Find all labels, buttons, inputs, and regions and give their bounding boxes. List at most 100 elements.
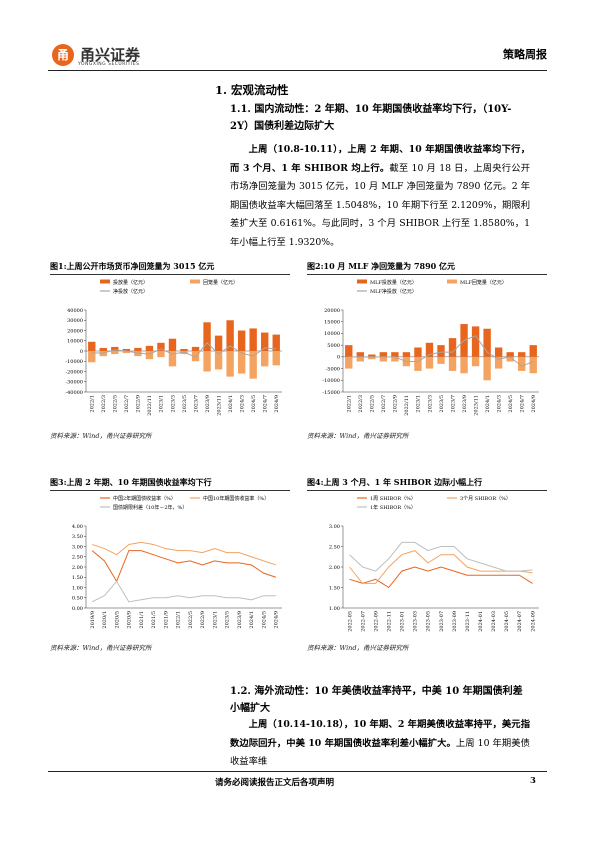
legend-label: MLF投放量（亿元）: [370, 279, 417, 286]
x-tick-label: 2023/9: [462, 395, 468, 413]
legend-label: 中国2年期国债收益率（%）: [113, 495, 176, 502]
line-series: [91, 580, 276, 603]
x-tick-label: 2024/1: [249, 611, 255, 629]
x-tick-label: 2023/5: [225, 611, 231, 629]
legend-swatch: [357, 279, 367, 284]
logo-icon: 甬: [52, 44, 74, 66]
bar: [249, 351, 257, 379]
x-tick-label: 2023/11: [216, 395, 222, 416]
bar: [214, 351, 223, 370]
figure-chart: -40000 -30000 -20000 -10000 0 10000 20000 30000…: [65, 279, 282, 416]
x-tick-label: 2022/9: [200, 611, 206, 629]
x-tick-label: 2022/9: [136, 395, 142, 413]
bar: [483, 356, 491, 381]
y-tick-label: 1.00: [329, 606, 340, 612]
figure-chart: 0.00 0.50 1.00 1.50 2.00 2.50 3.00 3.50 4.00 2019…: [72, 495, 282, 629]
x-tick-label: 2022/5: [113, 395, 119, 413]
body-text: 截至 10 月 18 日，上周央行公开市场净回笼量为 3015 亿元，10 月 …: [230, 162, 530, 248]
bar: [226, 351, 234, 377]
x-tick-label: 2024-05: [504, 611, 510, 632]
legend-label: 净投放（亿元）: [113, 288, 148, 295]
x-tick-label: 2024/3: [239, 395, 245, 413]
x-tick-label: 2019/9: [90, 611, 96, 629]
y-tick-label: 10000: [67, 339, 83, 345]
bar: [391, 356, 399, 362]
legend-label: 投放量（亿元）: [113, 279, 148, 286]
bar: [391, 352, 399, 357]
bar: [111, 346, 119, 351]
bar: [226, 320, 234, 351]
x-tick-label: 2024-03: [491, 611, 497, 632]
bar: [191, 346, 200, 351]
x-tick-label: 2023-07: [439, 611, 445, 632]
x-tick-label: 2022-07: [360, 611, 366, 632]
x-tick-label: 2022/5: [188, 611, 194, 629]
y-tick-label: 3.00: [329, 524, 340, 530]
y-tick-label: 1.00: [72, 585, 83, 591]
bar: [203, 351, 211, 372]
bar: [379, 352, 388, 357]
figure-title: 图2:10 月 MLF 净回笼量为 7890 亿元: [307, 261, 547, 275]
figure-chart: 1.00 1.50 2.00 2.50 3.00 2022-05 2022-07 2022-0…: [329, 496, 539, 632]
bar: [529, 345, 537, 357]
line-series: [91, 342, 277, 358]
y-tick-label: 5000: [327, 343, 340, 349]
y-tick-label: 20000: [324, 308, 340, 314]
page-number: 3: [530, 776, 536, 786]
x-tick-label: 2021/9: [163, 611, 169, 629]
x-tick-label: 2022/1: [347, 395, 353, 413]
x-tick-label: 2024-09: [530, 611, 536, 632]
paragraph: 上周（10.14-10.18），10 年期、2 年期美债收益率持平，美元指数边际…: [230, 716, 530, 772]
x-tick-label: 2021/5: [151, 611, 157, 629]
x-tick-label: 2022/3: [101, 395, 107, 413]
bar: [483, 328, 491, 357]
figure-source: 资料来源：Wind，甬兴证券研究所: [307, 432, 409, 440]
bar: [88, 341, 96, 351]
bar: [134, 351, 142, 357]
line-series: [349, 541, 533, 572]
x-tick-label: 2023/11: [473, 395, 479, 416]
figure-source: 资料来源：Wind，甬兴证券研究所: [50, 644, 152, 652]
lead: 上周（10.8-10.11），上周 2 年期、10 年期国债收益率均下行，而 3…: [230, 144, 530, 174]
y-tick-label: 1.50: [72, 575, 83, 581]
figure-source: 资料来源：Wind，甬兴证券研究所: [307, 644, 409, 652]
bar: [414, 356, 422, 371]
subsection-title: 1.2. 海外流动性：10 年美债收益率持平，中美 10 年期国债利差小幅扩大: [230, 686, 523, 714]
bar: [122, 348, 131, 351]
x-tick-label: 2023/7: [193, 395, 199, 413]
x-tick-label: 2023/9: [237, 611, 243, 629]
line-series: [91, 550, 277, 583]
bar: [379, 356, 388, 362]
x-tick-label: 2022/11: [404, 395, 410, 416]
bar: [134, 347, 142, 351]
bar: [345, 345, 353, 357]
bar: [529, 356, 537, 374]
x-tick-label: 2023-01: [400, 611, 406, 632]
legend-label: 中国10年期国债收益率（%）: [203, 495, 269, 502]
bar: [214, 335, 223, 351]
bar: [471, 326, 480, 357]
bar: [249, 328, 257, 351]
x-tick-label: 2023-09: [452, 611, 458, 632]
x-tick-label: 2023-11: [465, 611, 471, 632]
figure-source: 资料来源：Wind，甬兴证券研究所: [50, 432, 152, 440]
bar: [494, 347, 503, 357]
legend-swatch: [447, 279, 457, 284]
x-tick-label: 2024/3: [496, 395, 502, 413]
figure-title: 图4:上周 3 个月、1 年 SHIBOR 边际小幅上行: [307, 477, 547, 491]
line-series: [348, 335, 534, 367]
x-tick-label: 2023/7: [450, 395, 456, 413]
y-tick-label: 20000: [67, 328, 83, 334]
bar: [368, 356, 376, 360]
figure-title: 图1:上周公开市场货币净回笼量为 3015 亿元: [50, 261, 290, 275]
y-tick-label: 3.00: [72, 544, 83, 550]
bar: [99, 351, 107, 357]
body-text: 上周 10 年期美债收益率维: [230, 737, 530, 768]
bar: [345, 356, 353, 369]
y-tick-label: 0: [80, 349, 83, 355]
x-tick-label: 2022/5: [370, 395, 376, 413]
bar: [356, 356, 364, 362]
legend-label: MLF净投放（亿元）: [370, 288, 417, 295]
y-tick-label: -10000: [65, 359, 83, 365]
